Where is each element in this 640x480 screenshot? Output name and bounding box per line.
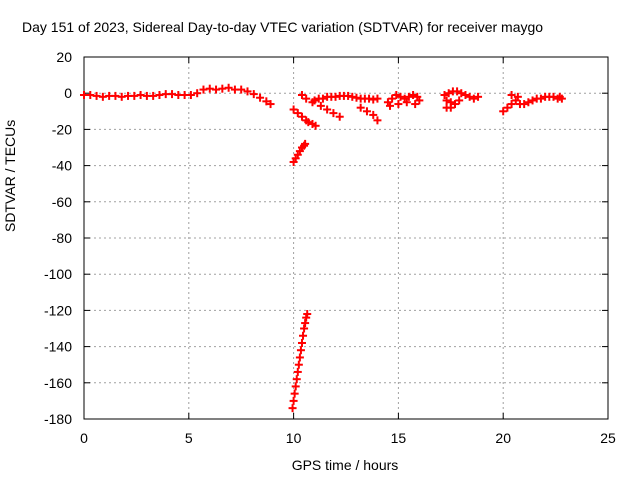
data-point	[186, 91, 195, 100]
axis-ticks: 0 5 10 15 20 25 20 0 -20 -40 -60 -80 -100 -120 -140 -16…	[44, 49, 616, 446]
data-point	[318, 94, 327, 103]
data-point	[455, 96, 464, 105]
data-point	[301, 139, 310, 148]
data-point	[442, 96, 451, 105]
data-point	[528, 96, 537, 105]
data-point	[249, 90, 258, 99]
x-tick-label: 25	[600, 430, 616, 446]
y-tick-label: -40	[52, 158, 72, 174]
data-point	[409, 91, 418, 100]
y-tick-label: -120	[44, 302, 72, 318]
x-tick-label: 10	[286, 430, 302, 446]
data-point	[304, 118, 313, 127]
y-tick-label: -20	[52, 121, 72, 137]
data-point	[297, 338, 306, 347]
data-point	[362, 107, 371, 116]
data-point	[499, 107, 508, 116]
data-point	[296, 346, 305, 355]
data-point	[444, 89, 453, 98]
data-point	[293, 109, 302, 118]
data-point	[386, 101, 395, 110]
data-point	[335, 112, 344, 121]
data-point	[323, 105, 332, 114]
data-point	[301, 319, 310, 328]
x-tick-label: 0	[80, 430, 88, 446]
y-tick-label: -80	[52, 230, 72, 246]
data-point	[469, 94, 478, 103]
data-points	[80, 83, 566, 413]
data-point	[369, 110, 378, 119]
data-point	[262, 97, 271, 106]
data-point	[310, 96, 319, 105]
y-tick-label: 0	[64, 85, 72, 101]
y-tick-label: -160	[44, 375, 72, 391]
data-point	[302, 94, 311, 103]
data-point	[295, 353, 304, 362]
data-point	[415, 96, 424, 105]
data-point	[243, 87, 252, 96]
data-point	[237, 85, 246, 94]
x-tick-label: 15	[391, 430, 407, 446]
data-point	[402, 98, 411, 107]
data-point	[297, 112, 306, 121]
data-point	[193, 89, 202, 98]
grid-lines	[84, 57, 608, 419]
data-point	[373, 116, 382, 125]
data-point	[292, 375, 301, 384]
data-point	[289, 396, 298, 405]
data-point	[392, 91, 401, 100]
x-tick-label: 5	[185, 430, 193, 446]
data-point	[411, 100, 420, 109]
y-tick-label: -180	[44, 411, 72, 427]
y-tick-label: 20	[56, 49, 72, 65]
data-point	[356, 103, 365, 112]
data-point	[297, 91, 306, 100]
data-point	[503, 103, 512, 112]
data-point	[303, 310, 312, 319]
data-point	[465, 92, 474, 101]
data-point	[507, 100, 516, 109]
data-point	[288, 404, 297, 413]
data-point	[404, 92, 413, 101]
data-point	[299, 331, 308, 340]
y-tick-label: -140	[44, 339, 72, 355]
data-point	[291, 382, 300, 391]
chart-title: Day 151 of 2023, Sidereal Day-to-day VTE…	[22, 19, 544, 35]
data-point	[394, 100, 403, 109]
data-point	[513, 92, 522, 101]
data-point	[536, 94, 545, 103]
data-point	[266, 100, 275, 109]
data-point	[373, 94, 382, 103]
data-point	[396, 92, 405, 101]
x-axis-label: GPS time / hours	[291, 457, 399, 473]
data-point	[557, 94, 566, 103]
data-point	[293, 367, 302, 376]
data-point	[461, 91, 470, 100]
x-tick-label: 20	[495, 430, 511, 446]
data-point	[524, 98, 533, 107]
data-point	[311, 121, 320, 130]
data-point	[440, 91, 449, 100]
data-point	[453, 87, 462, 96]
data-point	[520, 100, 529, 109]
data-point	[457, 89, 466, 98]
data-point	[329, 109, 338, 118]
data-point	[256, 93, 265, 102]
data-point	[446, 103, 455, 112]
data-point	[388, 94, 397, 103]
y-tick-label: -60	[52, 194, 72, 210]
data-point	[289, 105, 298, 114]
data-point	[450, 100, 459, 109]
y-tick-label: -100	[44, 266, 72, 282]
data-point	[290, 389, 299, 398]
data-point	[474, 92, 483, 101]
data-point	[224, 83, 233, 92]
data-point	[300, 324, 309, 333]
data-point	[316, 101, 325, 110]
data-point	[507, 91, 516, 100]
data-point	[294, 360, 303, 369]
